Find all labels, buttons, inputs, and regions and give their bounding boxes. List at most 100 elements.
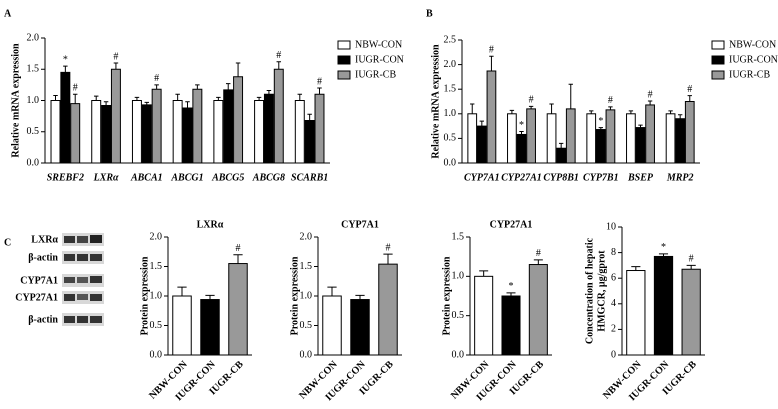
legend-label: IUGR-CB — [729, 69, 770, 80]
bar — [474, 275, 494, 356]
error-bar — [113, 62, 119, 70]
error-bar — [631, 266, 641, 271]
bar — [322, 295, 342, 356]
blot-label: CYP7A1 — [20, 275, 58, 286]
blot-label: CYP27A1 — [15, 292, 58, 303]
bar — [626, 270, 646, 356]
bar — [131, 100, 142, 164]
significance-mark: * — [519, 120, 524, 131]
bar — [516, 133, 527, 164]
legend-swatch — [711, 40, 725, 50]
y-tick-label: 0.5 — [27, 126, 40, 137]
legend-swatch — [711, 70, 725, 80]
error-bar — [470, 103, 475, 114]
bar — [110, 68, 121, 164]
significance-mark: * — [598, 116, 603, 127]
y-tick-label: 6 — [611, 272, 616, 283]
error-bar — [489, 55, 494, 71]
x-tick-label: MRP2 — [666, 172, 694, 183]
y-tick-label: 0.0 — [27, 157, 40, 168]
y-tick-label: 1.5 — [150, 261, 163, 272]
bar — [228, 263, 248, 356]
error-bar — [93, 95, 99, 101]
x-tick-label: SCARB1 — [291, 172, 328, 183]
significance-mark: * — [661, 242, 666, 253]
y-tick-label: 0.5 — [300, 320, 313, 331]
error-bar — [658, 253, 669, 257]
legend-label: NBW-CON — [729, 39, 776, 50]
error-bar — [256, 96, 262, 101]
bar — [526, 108, 536, 164]
error-bar — [677, 114, 683, 119]
error-bar — [549, 103, 554, 114]
blot-label: LXRα — [31, 234, 58, 245]
blot-band — [77, 236, 88, 243]
bar — [684, 101, 695, 164]
bar — [635, 127, 646, 164]
error-bar — [647, 100, 653, 105]
bar — [467, 113, 478, 164]
y-tick-label: 0.5 — [150, 320, 163, 331]
significance-mark: # — [276, 50, 281, 61]
y-tick-label: 1.5 — [27, 64, 40, 75]
error-bar — [154, 84, 159, 90]
y-tick-label: 2.0 — [300, 231, 313, 242]
error-bar — [276, 61, 282, 70]
y-tick-label: 2 — [611, 324, 616, 335]
y-tick-label: 1.0 — [452, 271, 465, 282]
y-tick-label: 2.0 — [150, 231, 163, 242]
bar — [681, 268, 701, 356]
y-tick-label: 1.5 — [452, 231, 465, 242]
bar — [172, 295, 192, 356]
y-tick-label: 2.0 — [27, 32, 40, 43]
western-blot: LXRα β-actin CYP7A1 CYP27A1 β-actin — [15, 233, 104, 326]
bar — [586, 113, 597, 164]
x-tick-label: CYP7B1 — [583, 172, 619, 183]
error-bar — [134, 96, 140, 101]
blot-band — [90, 254, 102, 261]
significance-mark: # — [154, 73, 159, 84]
bar — [304, 120, 315, 164]
error-bar — [608, 106, 613, 110]
error-bar — [53, 95, 58, 101]
y-axis-label: Protein expression — [139, 256, 150, 335]
panel-label: C — [4, 237, 11, 248]
chart-title: CYP7A1 — [341, 219, 379, 230]
blot-band — [90, 316, 102, 323]
significance-mark: # — [608, 95, 613, 106]
y-tick-label: 0.0 — [150, 349, 163, 360]
error-bar — [144, 101, 150, 105]
error-bar — [103, 101, 109, 106]
legend-label: NBW-CON — [355, 39, 402, 50]
error-bar — [185, 101, 190, 108]
error-bar — [558, 142, 564, 149]
bar — [653, 255, 674, 356]
y-axis-label: HMGCR, µg/gprot — [596, 250, 607, 332]
bar — [70, 103, 81, 164]
bar — [294, 100, 305, 164]
error-bar — [195, 84, 200, 90]
bar — [665, 113, 676, 164]
bar — [314, 93, 325, 164]
bar — [626, 113, 636, 164]
x-tick-label: CYP27A1 — [501, 172, 542, 183]
blot-band — [77, 294, 88, 300]
error-bar — [317, 87, 322, 95]
legend-label: IUGR-CON — [729, 54, 778, 65]
error-bar — [686, 264, 696, 270]
error-bar — [225, 83, 231, 90]
error-bar — [509, 109, 515, 114]
bar — [233, 76, 244, 164]
legend-swatch — [337, 55, 351, 65]
bar — [486, 70, 497, 164]
significance-mark: # — [317, 76, 322, 87]
bar — [182, 107, 193, 164]
legend-label: IUGR-CON — [355, 54, 404, 65]
significance-mark: # — [687, 84, 692, 95]
significance-mark: # — [113, 51, 118, 62]
error-bar — [233, 254, 243, 264]
y-tick-label: 2.5 — [444, 34, 457, 45]
x-tick-label: ABCG5 — [211, 172, 244, 183]
error-bar — [383, 253, 393, 265]
x-tick-label: ABCA1 — [130, 172, 163, 183]
